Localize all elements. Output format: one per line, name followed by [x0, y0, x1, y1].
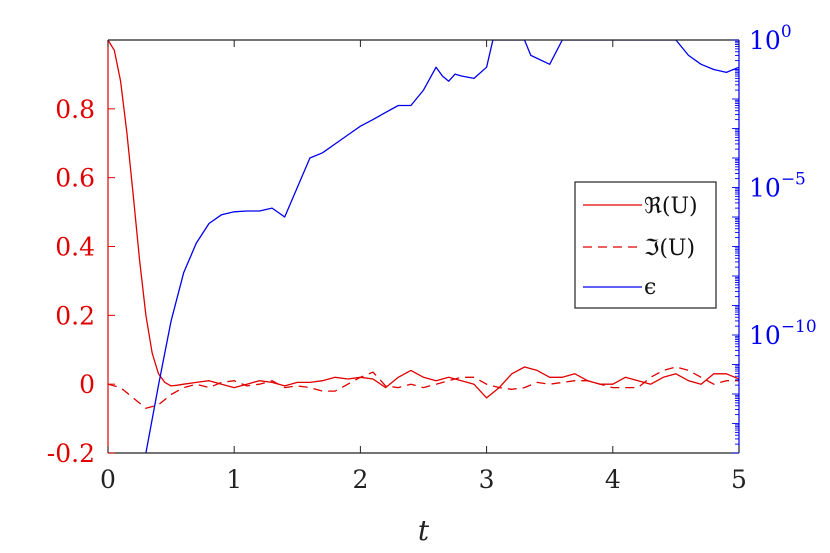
x-axis-label: t: [418, 514, 430, 547]
left-tick-label: 0.2: [55, 301, 95, 330]
x-tick-label: 4: [605, 465, 621, 494]
legend-label-re-u: ℜ(U): [644, 194, 698, 219]
x-tick-label: 1: [226, 465, 242, 494]
legend: ℜ(U) ℑ(U) ϵ: [574, 181, 717, 309]
left-tick-label: 0.8: [55, 95, 95, 124]
left-tick-label: 0: [79, 370, 95, 399]
legend-label-epsilon: ϵ: [644, 275, 656, 300]
series-layer: [108, 40, 739, 453]
right-tick-label: 10−5: [749, 170, 806, 203]
right-tick-label: 100: [749, 22, 792, 55]
series-line-2: [145, 40, 739, 453]
left-tick-label: 0.4: [55, 233, 95, 262]
x-tick-label: 2: [352, 465, 368, 494]
series-line-1: [108, 366, 739, 409]
legend-label-im-u: ℑ(U): [644, 236, 695, 261]
x-tick-label: 0: [100, 465, 116, 494]
left-tick-label: -0.2: [47, 439, 95, 468]
series-line-0: [108, 40, 739, 399]
left-tick-label: 0.6: [55, 164, 95, 193]
x-tick-label: 5: [731, 465, 747, 494]
right-tick-label: 10−10: [749, 317, 817, 350]
x-tick-label: 3: [479, 465, 495, 494]
